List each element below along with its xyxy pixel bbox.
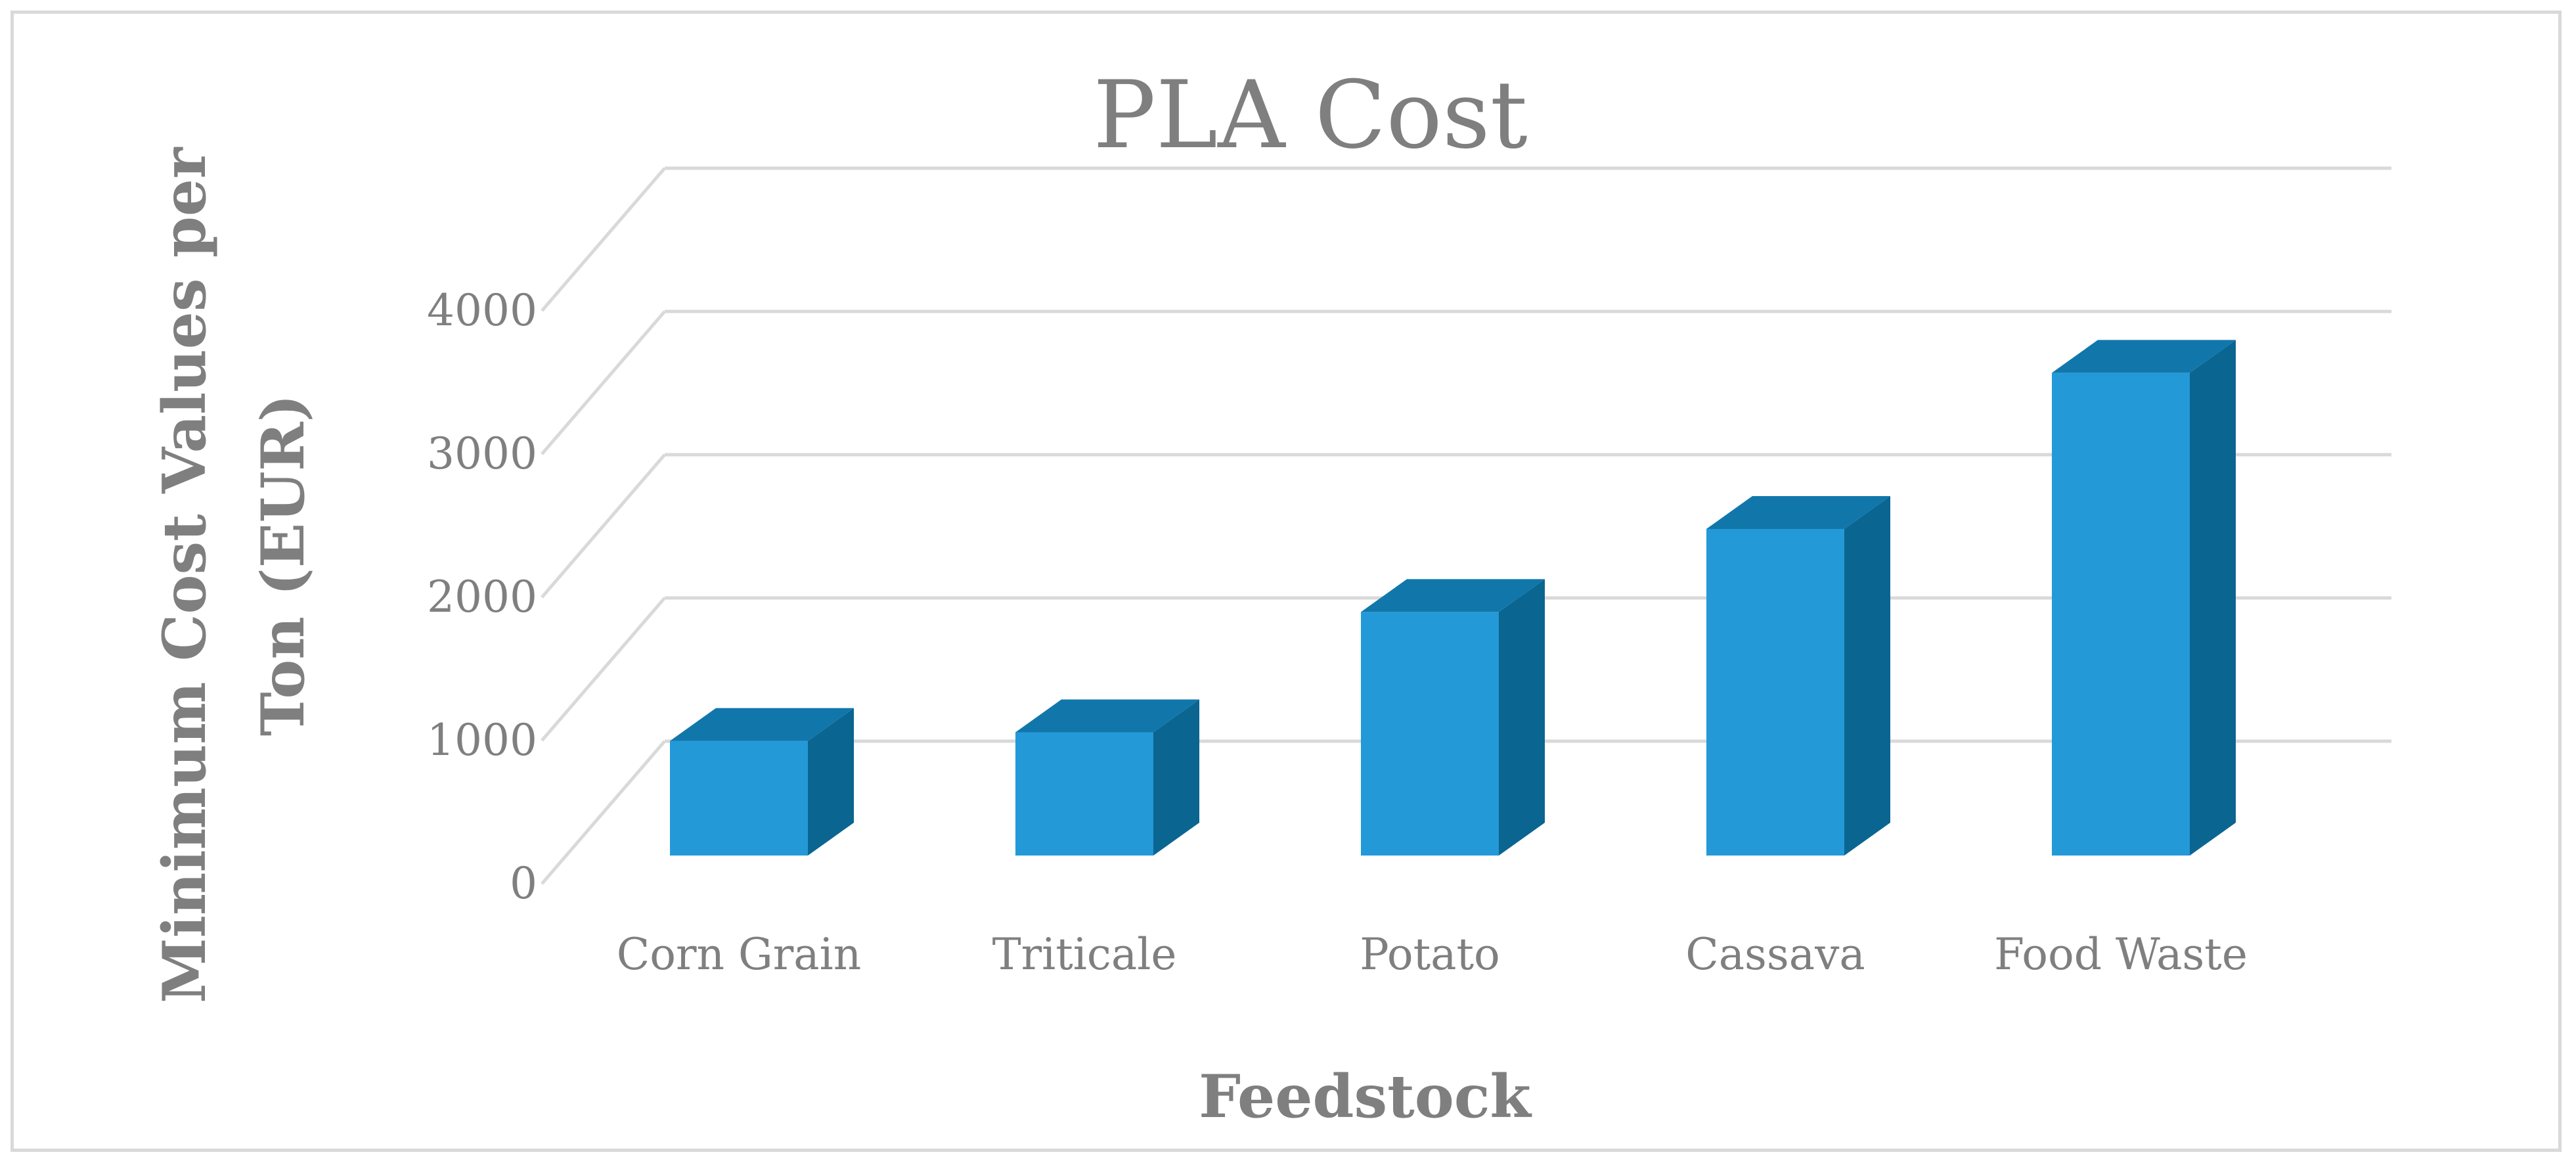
bar [670,741,808,856]
y-tick-label: 2000 [427,572,537,622]
bar-top [1706,495,1890,529]
bars [670,340,2236,856]
x-category-label: Cassava [1685,929,1865,980]
y-axis-ticks: 0 1000 2000 3000 4000 [427,285,537,909]
x-category-label: Potato [1360,929,1500,980]
bar-side [2190,340,2236,856]
bar [2052,373,2190,856]
bar-top [1361,579,1545,612]
gridline-diagonal [541,740,666,885]
y-tick-label: 4000 [427,285,537,336]
x-axis-categories: Corn Grain Triticale Potato Cassava Food Was… [617,929,2248,980]
bar-side [1153,699,1199,856]
y-tick-label: 3000 [427,428,537,479]
bar-side [1844,495,1890,856]
x-category-label: Corn Grain [617,929,862,980]
bar-top [1015,699,1199,733]
bar [1361,612,1499,856]
y-tick-label: 0 [510,858,537,909]
gridline-diagonal [541,310,666,455]
gridline-diagonal [541,597,666,742]
bar-top [2052,340,2236,373]
bar-side [808,708,854,856]
bar [1706,528,1844,856]
y-axis-title-line-1: Minimum Cost Values per [150,147,219,1003]
y-axis-title-line-2: Ton (EUR) [248,394,318,737]
bar [1015,732,1153,856]
x-category-label: Food Waste [1994,929,2248,980]
y-axis-title: Minimum Cost Values per Ton (EUR) [150,127,318,1003]
bar-side [1499,579,1545,856]
x-category-label: Triticale [992,929,1177,980]
gridline-diagonal [541,453,666,599]
gridline-diagonal [541,167,666,312]
x-axis-title: Feedstock [1199,1062,1532,1131]
bar-top [670,708,854,741]
chart-title: PLA Cost [1093,61,1528,170]
y-tick-label: 1000 [427,715,537,765]
